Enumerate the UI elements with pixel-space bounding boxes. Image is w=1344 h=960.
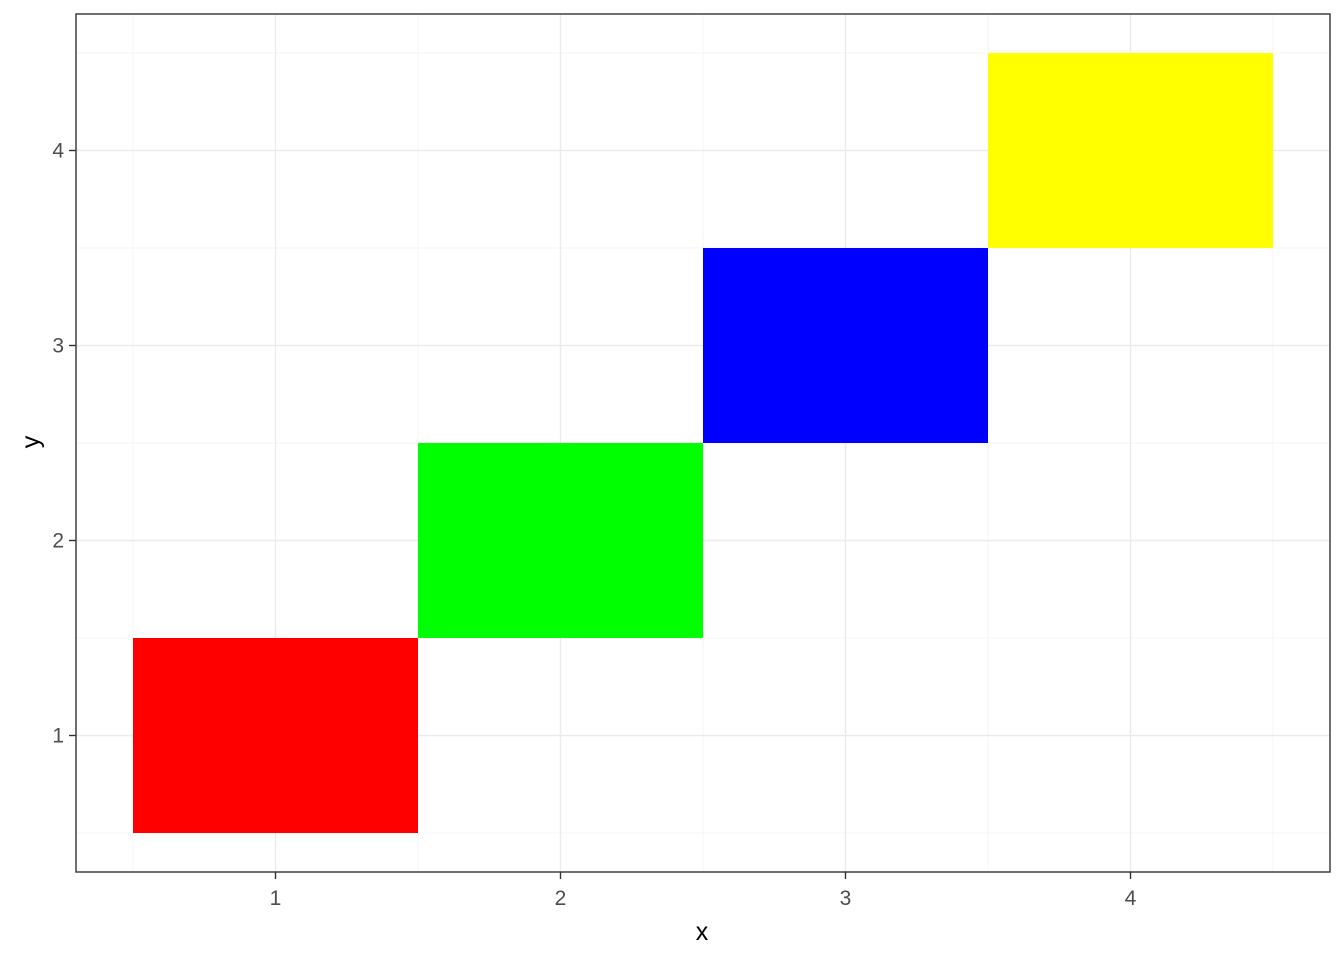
- tile-4: [988, 53, 1273, 248]
- x-axis-title: x: [696, 918, 709, 946]
- tiles: [133, 53, 1273, 833]
- y-axis-title: y: [17, 435, 45, 448]
- y-tick-label: 2: [52, 530, 64, 553]
- tile-3: [703, 248, 988, 443]
- y-tick-label: 1: [52, 725, 64, 748]
- y-axis: 1 2 3 4: [52, 140, 76, 748]
- panel-border: [75, 13, 1331, 873]
- tile-2: [418, 443, 703, 638]
- y-tick-label: 3: [52, 335, 64, 358]
- x-tick-label: 4: [1125, 887, 1137, 910]
- x-axis: 1 2 3 4: [270, 872, 1137, 910]
- y-tick-label: 4: [52, 140, 64, 163]
- x-tick-label: 3: [840, 887, 852, 910]
- x-tick-label: 2: [555, 887, 567, 910]
- tile-1: [133, 638, 418, 833]
- x-tick-label: 1: [270, 887, 282, 910]
